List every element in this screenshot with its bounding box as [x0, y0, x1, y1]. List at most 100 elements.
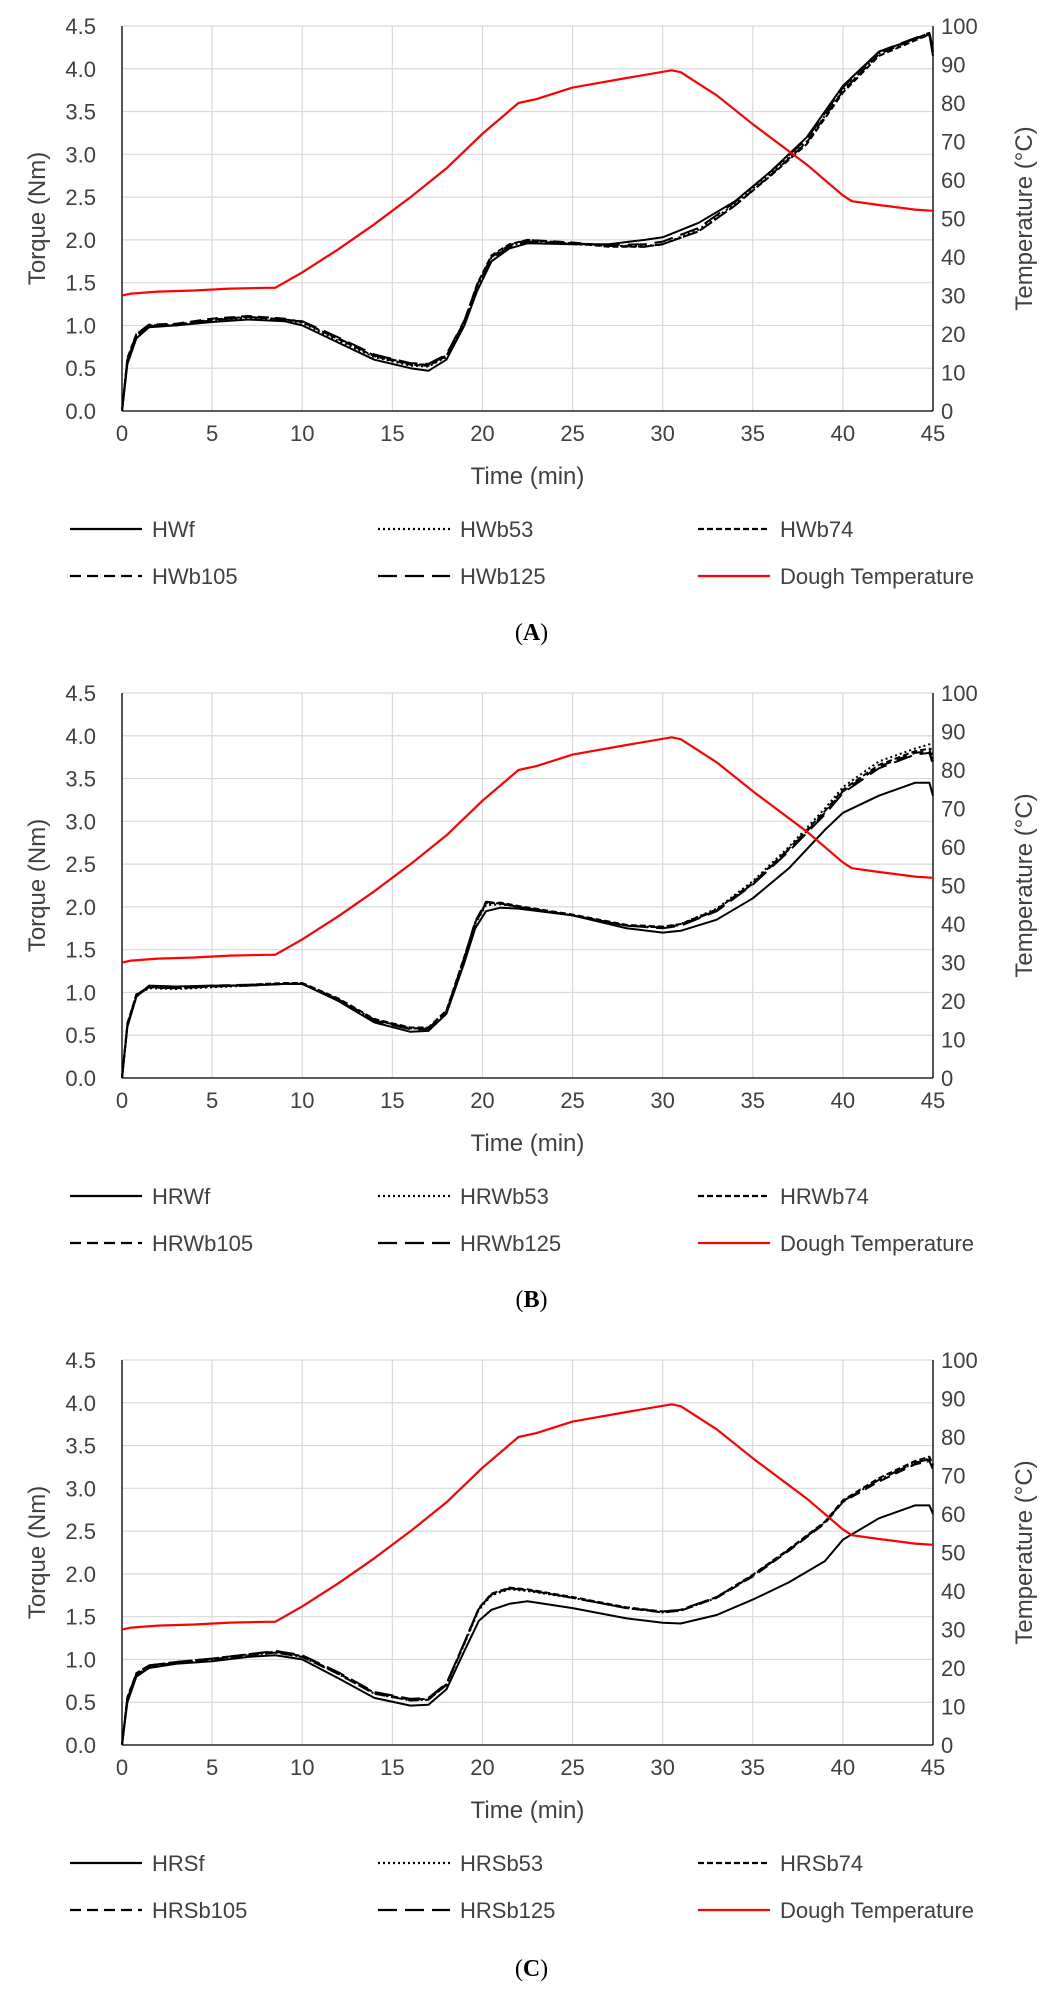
y-axis-title: Torque (Nm): [24, 1486, 51, 1619]
y-tick-label: 1.5: [65, 938, 96, 963]
series-line-dough-temperature: [121, 69, 934, 297]
x-tick-label: 15: [380, 1755, 404, 1780]
y-tick-label: 1.0: [65, 313, 96, 338]
x-tick-label: 20: [470, 1088, 494, 1113]
panel-label-a: (A): [514, 620, 549, 646]
y-tick-label: 2.5: [65, 1519, 96, 1544]
series-line-hwb105: [121, 31, 934, 412]
x-tick-label: 0: [116, 1088, 128, 1113]
x-tick-label: 40: [831, 1088, 855, 1113]
legend-label: HRSb53: [460, 1851, 543, 1876]
x-tick-label: 10: [290, 1755, 314, 1780]
y-tick-label: 0.0: [65, 1066, 96, 1091]
x-tick-label: 25: [560, 1755, 584, 1780]
x-tick-label: 20: [470, 421, 494, 446]
series-line-hwb125: [121, 31, 934, 412]
chart-svg-b: 0 5 10 15 20 25 30 35 40 45 0.0 0.5 1.0 1.5 2.0 2.5 3.0 3…: [24, 681, 1038, 1256]
series-line-hrwb53: [121, 743, 934, 1079]
y-tick-label: 0.5: [65, 1690, 96, 1715]
y2-axis-title: Temperature (°C): [1011, 793, 1038, 977]
chart-panel-b: 0 5 10 15 20 25 30 35 40 45 0.0 0.5 1.0 1.5 2.0 2.5 3.0 3…: [0, 667, 1063, 1332]
y2-tick-label: 30: [941, 1618, 965, 1643]
y2-tick-label: 60: [941, 1502, 965, 1527]
y-tick-label: 4.0: [65, 724, 96, 749]
y2-tick-label: 70: [941, 1464, 965, 1489]
x-tick-label: 25: [560, 1088, 584, 1113]
x-tick-label: 15: [380, 421, 404, 446]
series-line-hwf: [121, 33, 934, 412]
x-axis-title: Time (min): [471, 1130, 585, 1157]
series-line-hrwb105: [121, 750, 934, 1079]
y2-tick-label: 60: [941, 835, 965, 860]
x-tick-label: 5: [206, 1088, 218, 1113]
legend-label: HRWb74: [780, 1184, 869, 1209]
legend-label: HRWb53: [460, 1184, 549, 1209]
x-tick-label: 40: [831, 1755, 855, 1780]
x-tick-label: 35: [741, 1755, 765, 1780]
x-tick-label: 5: [206, 421, 218, 446]
x-tick-label: 40: [831, 421, 855, 446]
chart-panel-c: 0 5 10 15 20 25 30 35 40 45 0.0 0.5 1.0 1.5 2.0 2.5 3.0 3…: [0, 1334, 1063, 2007]
x-tick-label: 0: [116, 1755, 128, 1780]
y-tick-label: 1.5: [65, 271, 96, 296]
y-tick-label: 2.0: [65, 1562, 96, 1587]
x-tick-label: 45: [921, 1755, 945, 1780]
legend-label: HWb53: [460, 517, 533, 542]
series-line-hrwb125: [121, 751, 934, 1079]
chart-svg-c: 0 5 10 15 20 25 30 35 40 45 0.0 0.5 1.0 1.5 2.0 2.5 3.0 3…: [24, 1348, 1038, 1923]
y2-tick-label: 0: [941, 1733, 953, 1758]
panel-label-b: (B): [515, 1287, 548, 1313]
y2-tick-label: 40: [941, 245, 965, 270]
x-tick-label: 5: [206, 1755, 218, 1780]
y2-tick-label: 50: [941, 1541, 965, 1566]
panel-label-a-text: A: [522, 620, 541, 646]
y2-tick-label: 0: [941, 1066, 953, 1091]
y-tick-label: 0.5: [65, 356, 96, 381]
y-tick-label: 1.0: [65, 980, 96, 1005]
y2-tick-label: 100: [941, 14, 978, 39]
x-tick-label: 45: [921, 1088, 945, 1113]
y2-tick-label: 30: [941, 284, 965, 309]
y-tick-label: 3.5: [65, 100, 96, 125]
y-tick-label: 0.0: [65, 1733, 96, 1758]
legend-label: Dough Temperature: [780, 1898, 974, 1923]
x-tick-label: 10: [290, 1088, 314, 1113]
y-tick-label: 3.0: [65, 142, 96, 167]
y2-tick-label: 10: [941, 1695, 965, 1720]
y2-tick-label: 90: [941, 1387, 965, 1412]
legend-label: Dough Temperature: [780, 1231, 974, 1256]
x-tick-label: 15: [380, 1088, 404, 1113]
legend-label: HWb74: [780, 517, 853, 542]
series-line-hrsf: [121, 1504, 934, 1746]
x-tick-label: 10: [290, 421, 314, 446]
series-line-hrsb125: [121, 1458, 934, 1746]
y-tick-label: 4.0: [65, 1391, 96, 1416]
y-axis-title: Torque (Nm): [24, 152, 51, 285]
chart-panel-a: 0 5 10 15 20 25 30 35 40 45 0.0 0.5 1.0 1.5 2.0 2.5 3.0 3…: [0, 0, 1063, 665]
legend-label: Dough Temperature: [780, 564, 974, 589]
legend-label: HRWb125: [460, 1231, 561, 1256]
x-tick-label: 30: [650, 421, 674, 446]
y2-axis-title: Temperature (°C): [1011, 1460, 1038, 1644]
y-tick-label: 3.5: [65, 1434, 96, 1459]
x-tick-label: 35: [741, 1088, 765, 1113]
y2-tick-label: 40: [941, 912, 965, 937]
y-axis-title: Torque (Nm): [24, 819, 51, 952]
x-axis-title: Time (min): [471, 463, 585, 490]
legend-label: HRSf: [152, 1851, 205, 1876]
legend-label: HWf: [152, 517, 196, 542]
panel-label-c-text: C: [522, 1956, 541, 1982]
y-tick-label: 2.0: [65, 228, 96, 253]
y-tick-label: 3.0: [65, 809, 96, 834]
y2-tick-label: 60: [941, 168, 965, 193]
legend-label: HRSb74: [780, 1851, 863, 1876]
y2-tick-label: 100: [941, 1348, 978, 1373]
y-tick-label: 4.5: [65, 681, 96, 706]
y2-tick-label: 90: [941, 720, 965, 745]
y-tick-label: 2.5: [65, 185, 96, 210]
y2-tick-label: 40: [941, 1579, 965, 1604]
legend-label: HRWb105: [152, 1231, 253, 1256]
legend-label: HRSb105: [152, 1898, 247, 1923]
y2-tick-label: 20: [941, 1656, 965, 1681]
y-tick-label: 1.5: [65, 1605, 96, 1630]
